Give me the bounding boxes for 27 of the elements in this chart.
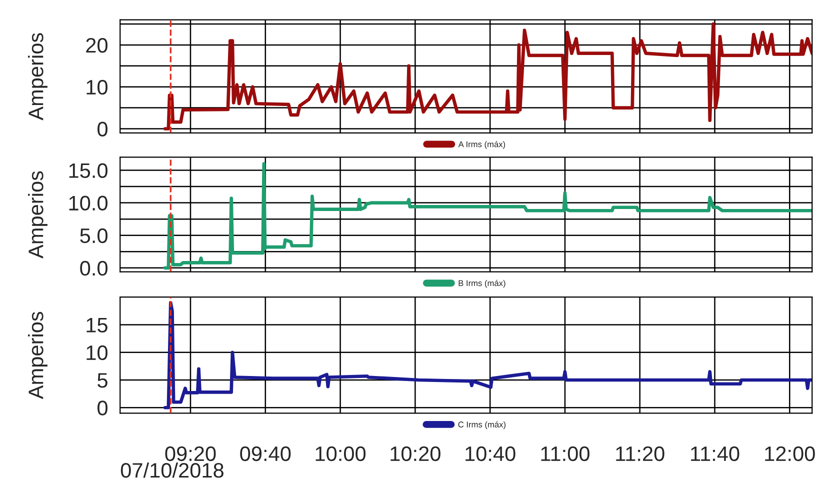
- x-tick-label: 11:40: [691, 446, 740, 462]
- y-tick-label: 10.0: [69, 196, 108, 211]
- x-tick-label: 09:20: [165, 446, 216, 462]
- y-tick-label: 10: [86, 80, 108, 95]
- y-axis-title: Amperios: [28, 312, 48, 400]
- x-tick-label: 10:00: [316, 446, 366, 462]
- y-tick-label: 0: [98, 122, 108, 136]
- x-axis-title: 07/10/2018: [120, 462, 224, 478]
- x-tick-label: 09:40: [240, 446, 291, 462]
- x-tick-label: 10:20: [390, 446, 440, 462]
- y-tick-label: 5.0: [80, 228, 108, 244]
- legend-label: B Irms (máx): [458, 280, 506, 288]
- y-tick-label: 0.0: [80, 260, 108, 276]
- x-tick-label: 11:00: [541, 446, 590, 462]
- x-tick-label: 11:20: [616, 446, 664, 462]
- x-tick-label: 12:00: [765, 446, 815, 462]
- y-tick-label: 15.0: [69, 163, 108, 178]
- y-tick-label: 5: [98, 373, 108, 388]
- x-tick-label: 10:40: [466, 446, 516, 462]
- y-tick-label: 0: [98, 400, 108, 416]
- y-tick-label: 10: [86, 345, 108, 360]
- y-axis-title: Amperios: [28, 171, 48, 258]
- y-tick-label: 15: [86, 318, 108, 332]
- y-tick-label: 20: [86, 38, 108, 53]
- legend-label: A Irms (máx): [458, 140, 506, 149]
- legend-label: C Irms (máx): [458, 421, 506, 430]
- y-axis-title: Amperios: [28, 33, 48, 120]
